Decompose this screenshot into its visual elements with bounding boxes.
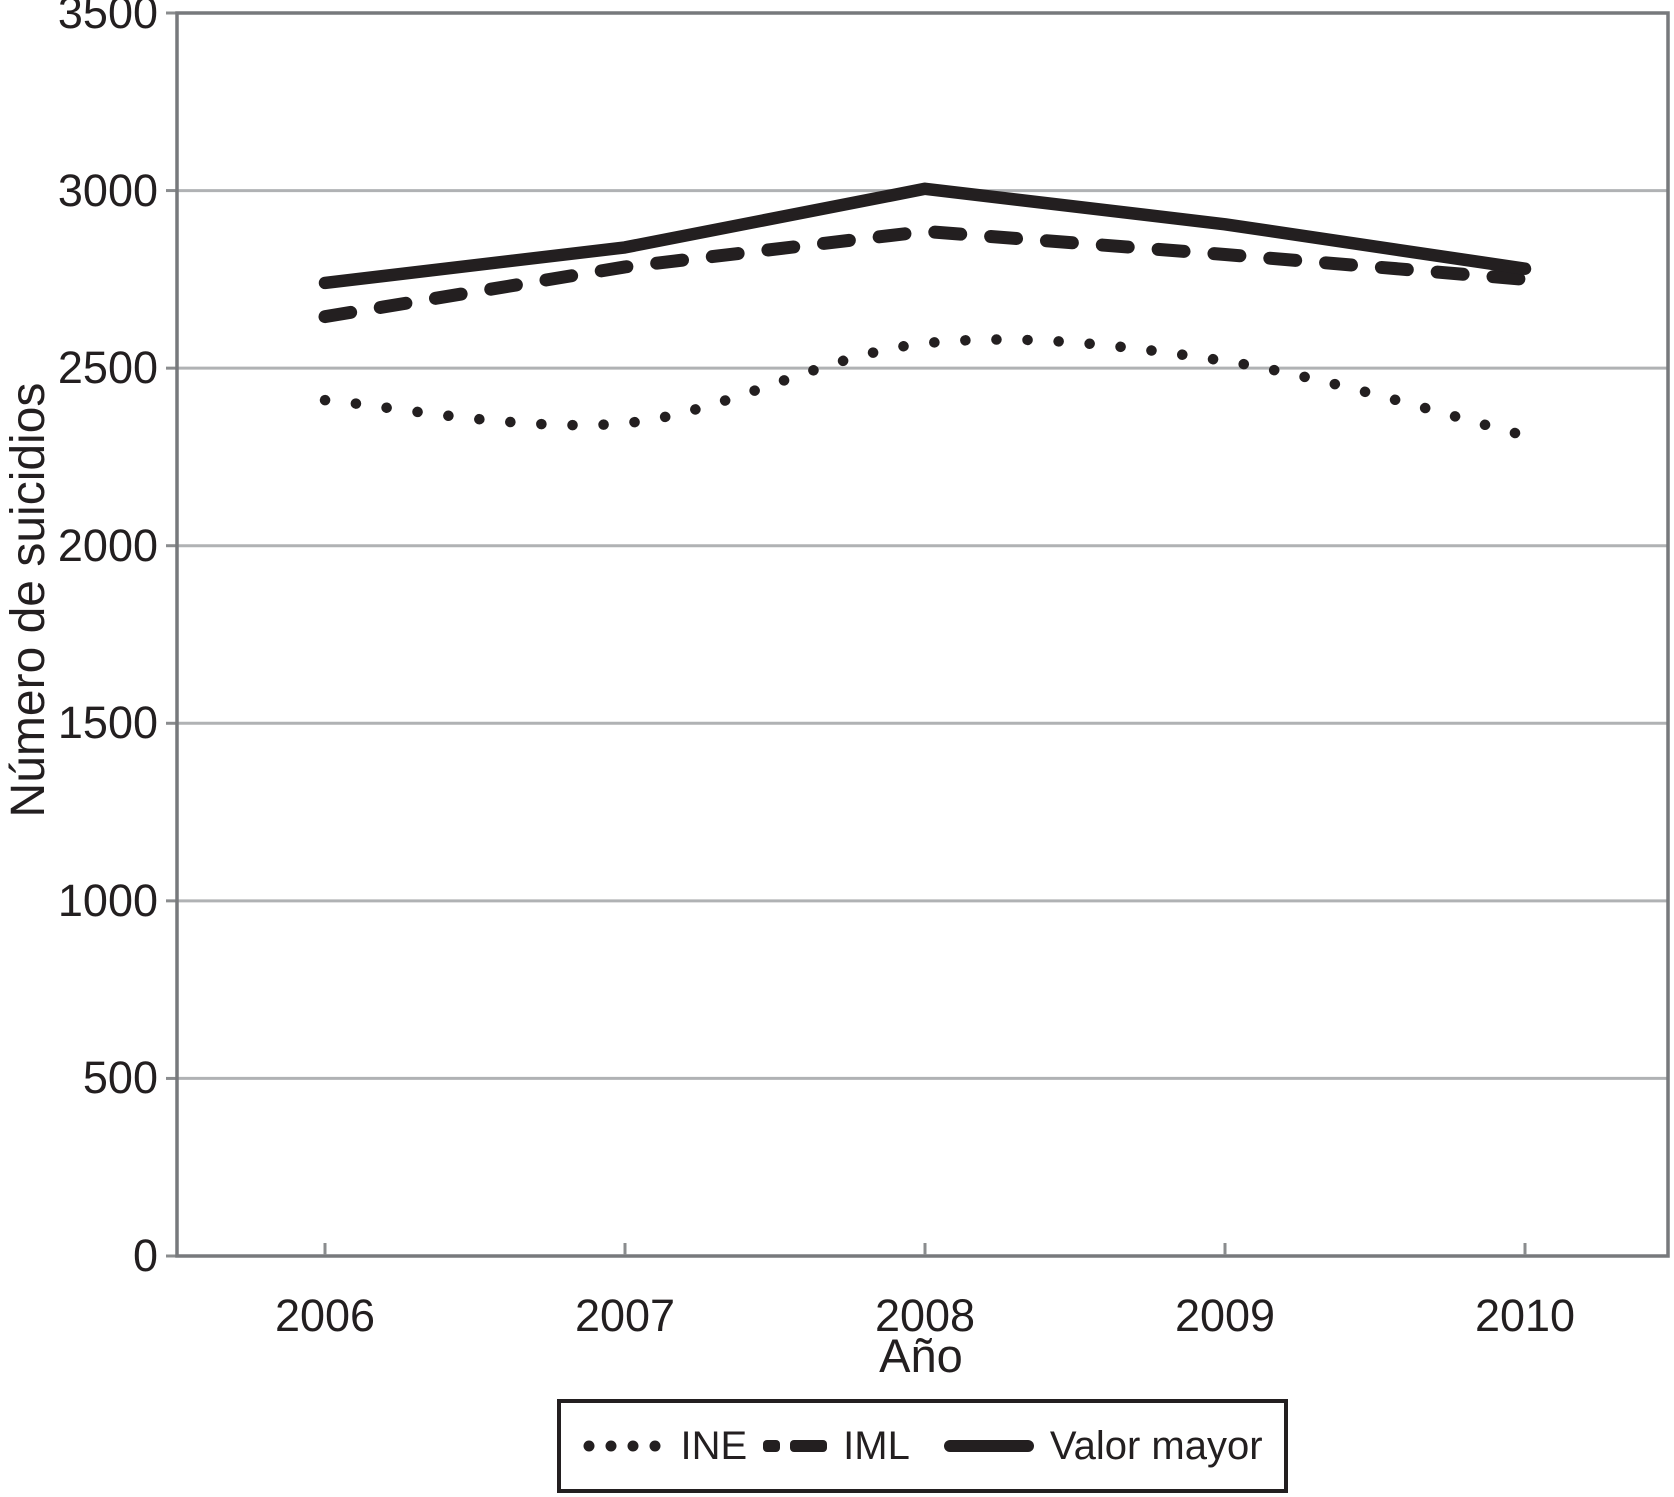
series-line-valor-mayor — [318, 182, 1532, 290]
legend: INE IML Valor mayor — [557, 1399, 1288, 1493]
y-tick-label: 0 — [132, 1230, 158, 1281]
x-tick-label: 2007 — [574, 1290, 676, 1341]
y-tick-label: 3500 — [57, 0, 158, 38]
y-tick-label: 2000 — [57, 520, 158, 571]
legend-label-iml: IML — [843, 1423, 910, 1468]
legend-label-valor-mayor: Valor mayor — [1049, 1423, 1263, 1468]
x-tick-label: 2006 — [274, 1290, 376, 1341]
series-line-ine — [319, 334, 1531, 441]
y-tick-label: 2500 — [57, 342, 158, 393]
legend-label-ine: INE — [680, 1423, 748, 1468]
ine-dotted-line-icon — [583, 1440, 661, 1452]
y-tick-label: 1500 — [57, 697, 158, 748]
x-tick-label: 2008 — [874, 1290, 976, 1341]
y-axis-title: Número de suicidios — [2, 382, 55, 818]
y-tick-label: 1000 — [57, 875, 158, 926]
plot-border — [175, 11, 1670, 1258]
valor-mayor-solid-line-icon — [943, 1440, 1034, 1452]
y-tick-label: 500 — [82, 1052, 158, 1103]
x-axis-title: Año — [879, 1329, 963, 1382]
iml-dashed-line-icon — [763, 1440, 828, 1452]
x-tick-label: 2010 — [1474, 1290, 1576, 1341]
y-tick-label: 3000 — [57, 165, 158, 216]
x-tick-label: 2009 — [1174, 1290, 1276, 1341]
series-line-iml — [318, 224, 1532, 324]
